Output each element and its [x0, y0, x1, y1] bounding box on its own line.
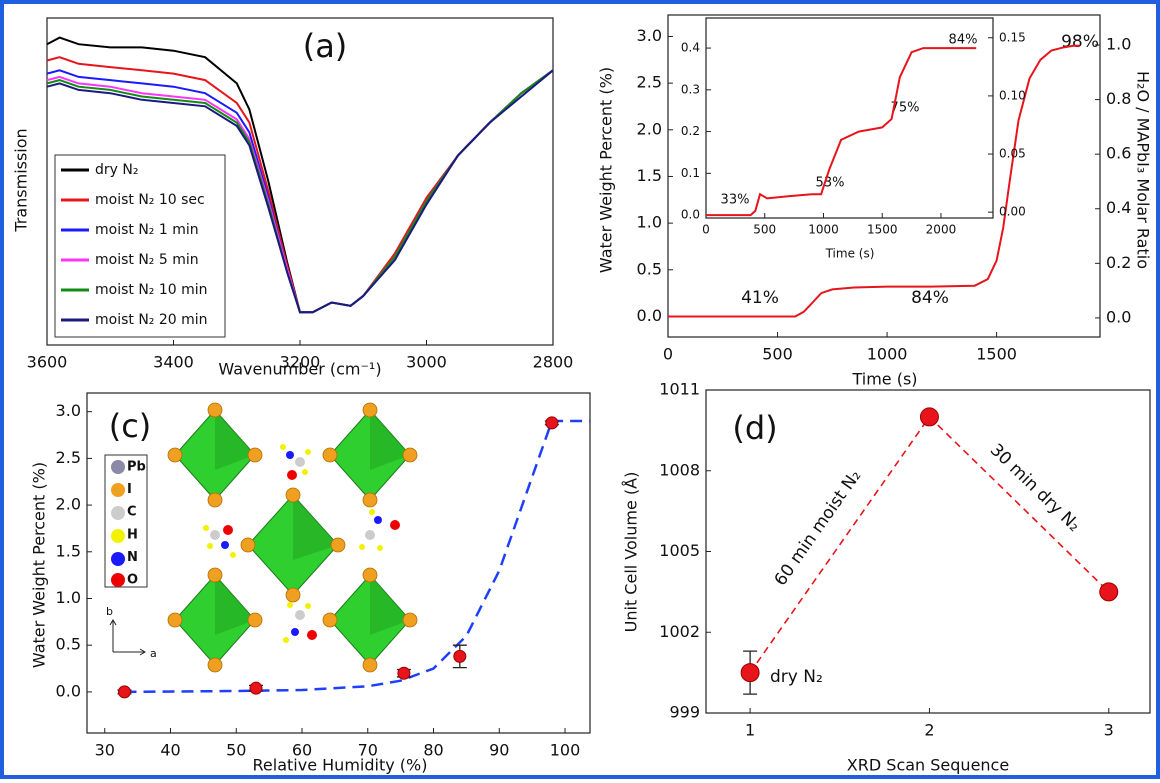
y2-tick-label: 0.0: [1106, 307, 1131, 326]
annotation: 84%: [911, 288, 949, 308]
x-tick-label: 2800: [533, 353, 574, 372]
y2-tick-label: 0.6: [1106, 144, 1131, 163]
legend-box: [55, 155, 225, 337]
y-tick-label: 0.1: [681, 166, 700, 180]
y-tick-label: 3.0: [56, 401, 81, 420]
x-tick-label: 1: [745, 721, 755, 740]
y2-tick-label: 0.4: [1106, 198, 1131, 217]
y2-tick-label: 0.2: [1106, 253, 1131, 272]
x-tick-label: 1500: [867, 223, 898, 237]
x-tick-label: 1500: [976, 345, 1017, 364]
data-point: [118, 686, 130, 698]
x-axis-label: Wavenumber (cm⁻¹): [218, 360, 381, 379]
x-axis-label: XRD Scan Sequence: [847, 756, 1009, 775]
y-tick-label: 0.4: [681, 41, 700, 55]
x-tick-label: 500: [753, 223, 776, 237]
x-tick-label: 3000: [406, 353, 447, 372]
x-tick-label: 1000: [808, 223, 839, 237]
x-tick-label: 1000: [867, 345, 908, 364]
figure: 3600 3400 3 2 0 0 3000 2800 (a) Wavenumber (cm⁻¹)…: [0, 0, 1160, 779]
legend-label: moist N₂ 10 min: [95, 282, 208, 298]
y-tick-label: 1.0: [637, 213, 662, 232]
annotation: 33%: [721, 193, 750, 208]
y-axis-label: Water Weight Percent (%): [30, 462, 49, 668]
x-tick-label: 0: [663, 345, 673, 364]
structure-legend-label: Pb: [127, 460, 146, 475]
y-tick-label: 3.0: [637, 26, 662, 45]
y-tick-label: 0.5: [637, 259, 662, 278]
y-tick-label: 0.2: [681, 124, 700, 138]
y-tick-label: 0.0: [56, 681, 81, 700]
data-point: [546, 417, 558, 429]
y-tick-label: 2.0: [637, 119, 662, 138]
annotation: 84%: [949, 33, 978, 48]
x-tick-label: 40: [160, 741, 180, 760]
y2-axis-label: H₂O / MAPbI₃ Molar Ratio: [1134, 71, 1153, 269]
y-tick-label: 1005: [659, 541, 700, 560]
y2-tick-label: 0.05: [999, 147, 1026, 161]
y-tick-label: 1002: [659, 622, 700, 641]
data-point: [920, 408, 938, 426]
panel-label: (d): [732, 409, 777, 447]
legend-label: moist N₂ 10 sec: [95, 192, 205, 208]
x-axis-label: Relative Humidity (%): [253, 756, 428, 775]
y2-tick-label: 0.10: [999, 88, 1026, 102]
y-tick-label: 0.5: [56, 635, 81, 654]
y-tick-label: 0.0: [681, 208, 700, 222]
panel-label: (a): [303, 27, 348, 65]
annotation: 41%: [741, 288, 779, 308]
x-tick-label: 3: [1104, 721, 1114, 740]
y2-tick-label: 0.00: [999, 205, 1026, 219]
x-tick-label: 500: [762, 345, 793, 364]
x-tick-label: 30: [95, 741, 115, 760]
structure-legend-label: I: [127, 482, 132, 497]
data-point: [398, 667, 410, 679]
x-tick-label: 3600: [27, 353, 68, 372]
annotation: 98%: [1061, 32, 1099, 52]
annotation: dry N₂: [770, 667, 823, 687]
x-tick-label: 2: [924, 721, 934, 740]
y-tick-label: 999: [669, 703, 700, 722]
y-tick-label: 1.0: [56, 588, 81, 607]
structure-axis-label: b: [106, 605, 113, 618]
legend-label: moist N₂ 5 min: [95, 252, 199, 268]
data-point: [741, 664, 759, 682]
y2-tick-label: 0.15: [999, 30, 1026, 44]
y-axis-label: Unit Cell Volume (Å): [622, 472, 641, 633]
x-tick-label: 2000: [926, 223, 957, 237]
y2-tick-label: 1.0: [1106, 35, 1131, 54]
y2-tick-label: 0.8: [1106, 89, 1131, 108]
y-axis-label: Transmission: [12, 128, 31, 232]
y-tick-label: 0.3: [681, 82, 700, 96]
x-tick-label: 50: [226, 741, 246, 760]
legend-label: dry N₂: [95, 162, 138, 178]
x-axis-label: Time (s): [851, 370, 917, 389]
x-tick-label: 100: [550, 741, 581, 760]
data-point: [454, 650, 466, 662]
x-axis-label: Time (s): [825, 247, 875, 261]
legend-label: moist N₂ 1 min: [95, 222, 199, 238]
structure-legend-label: H: [127, 527, 138, 542]
y-tick-label: 0.0: [637, 306, 662, 325]
y-tick-label: 1011: [659, 380, 700, 399]
annotation: 53%: [816, 176, 845, 191]
structure-legend-label: C: [127, 505, 137, 520]
y-axis-label: Water Weight Percent (%): [597, 67, 616, 273]
y-tick-label: 2.5: [56, 448, 81, 467]
data-point: [250, 682, 262, 694]
y-tick-label: 1.5: [637, 166, 662, 185]
y-tick-label: 2.5: [637, 73, 662, 92]
structure-legend-label: N: [127, 550, 138, 565]
y-tick-label: 1008: [659, 460, 700, 479]
panel-label: (c): [109, 407, 152, 445]
x-tick-label: 3400: [153, 353, 194, 372]
structure-axis-label: a: [150, 647, 157, 660]
x-tick-label: 0: [702, 223, 710, 237]
data-point: [1100, 583, 1118, 601]
y-tick-label: 1.5: [56, 541, 81, 560]
structure-legend-label: O: [127, 573, 138, 588]
y-tick-label: 2.0: [56, 495, 81, 514]
x-tick-label: 90: [489, 741, 509, 760]
legend-label: moist N₂ 20 min: [95, 312, 208, 328]
